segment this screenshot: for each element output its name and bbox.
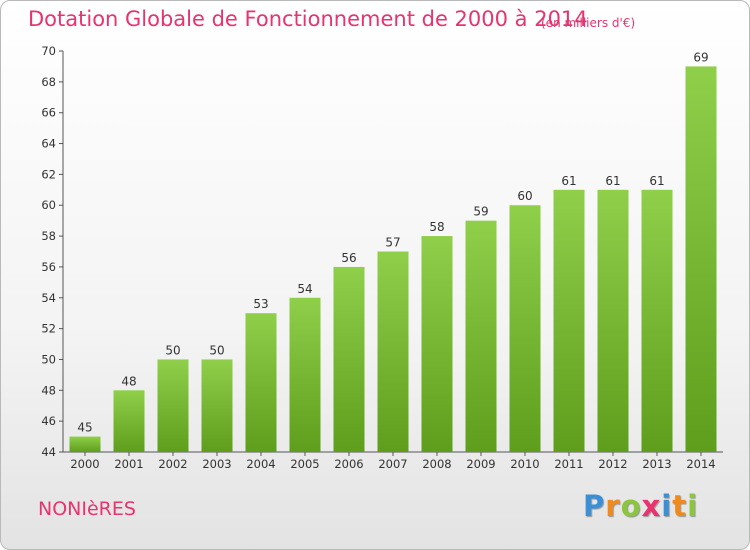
proxiti-logo: Proxiti	[583, 489, 698, 523]
logo-letter: i	[687, 489, 699, 523]
data-label-2002: 50	[165, 343, 180, 357]
bar-2007	[377, 251, 409, 452]
data-label-2005: 54	[297, 282, 312, 296]
data-label-2011: 61	[561, 174, 576, 188]
data-label-2012: 61	[605, 174, 620, 188]
y-tick-label: 50	[41, 352, 56, 366]
data-label-2001: 48	[121, 374, 136, 388]
bars	[69, 66, 717, 453]
data-label-2014: 69	[693, 50, 708, 64]
x-tick-label: 2013	[642, 457, 671, 471]
x-tick-label: 2002	[158, 457, 187, 471]
logo-letter: x	[641, 489, 662, 523]
bar-2009	[465, 220, 497, 452]
bar-2010	[509, 205, 541, 452]
bar-2002	[157, 359, 189, 452]
y-tick-label: 52	[41, 322, 56, 336]
x-tick-label: 2001	[114, 457, 143, 471]
x-tick-label: 2011	[554, 457, 583, 471]
bar-2011	[553, 189, 585, 453]
y-tick-label: 70	[41, 44, 56, 58]
data-label-2008: 58	[429, 220, 444, 234]
x-tick-label: 2000	[70, 457, 99, 471]
y-tick-label: 62	[41, 167, 56, 181]
data-label-2009: 59	[473, 205, 488, 219]
x-tick-label: 2012	[598, 457, 627, 471]
bar-2008	[421, 236, 453, 452]
bar-2005	[289, 297, 321, 452]
chart-title: Dotation Globale de Fonctionnement de 20…	[28, 7, 588, 31]
x-axis: 2000 2001 2002 2003 2004 2005 2006 2007 2008 2009…	[63, 451, 723, 471]
y-tick-label: 60	[41, 198, 56, 212]
logo-letter: P	[583, 489, 606, 523]
x-tick-label: 2007	[378, 457, 407, 471]
y-tick-label: 46	[41, 414, 56, 428]
logo-letter: t	[672, 489, 688, 523]
y-tick-label: 48	[41, 383, 56, 397]
bar-2006	[333, 266, 365, 452]
chart-unit-note: (en milliers d'€)	[541, 16, 636, 30]
y-tick-label: 64	[41, 137, 56, 151]
y-tick-label: 58	[41, 229, 56, 243]
x-tick-label: 2006	[334, 457, 363, 471]
data-label-2010: 60	[517, 189, 532, 203]
logo-letter: o	[620, 489, 642, 523]
data-label-2013: 61	[649, 174, 664, 188]
x-tick-label: 2005	[290, 457, 319, 471]
bar-2013	[641, 189, 673, 453]
bar-2003	[201, 359, 233, 452]
data-label-2006: 56	[341, 251, 356, 265]
data-label-2003: 50	[209, 343, 224, 357]
bar-2000	[69, 436, 101, 452]
y-axis: 44 46 48 50 52 54 56 58 60 62 64 66 68 70	[41, 44, 64, 459]
y-tick-label: 56	[41, 260, 56, 274]
x-tick-label: 2008	[422, 457, 451, 471]
bar-2014	[685, 66, 717, 452]
bar-2012	[597, 189, 629, 453]
x-tick-label: 2010	[510, 457, 539, 471]
logo-letter: r	[605, 489, 621, 523]
bar-2001	[113, 390, 145, 452]
data-labels: 45 48 50 50 53 54 56 57 58 59 60 61 61 61 69	[77, 50, 708, 434]
y-tick-label: 44	[41, 445, 56, 459]
data-label-2007: 57	[385, 236, 400, 250]
data-label-2000: 45	[77, 421, 92, 435]
y-tick-label: 66	[41, 106, 56, 120]
x-tick-label: 2003	[202, 457, 231, 471]
y-tick-label: 54	[41, 291, 56, 305]
bar-2004	[245, 313, 277, 452]
y-tick-label: 68	[41, 75, 56, 89]
commune-name: NONIèRES	[38, 498, 136, 520]
x-tick-label: 2009	[466, 457, 495, 471]
logo-letter: i	[661, 489, 673, 523]
data-label-2004: 53	[253, 297, 268, 311]
x-tick-label: 2014	[686, 457, 715, 471]
x-tick-label: 2004	[246, 457, 275, 471]
